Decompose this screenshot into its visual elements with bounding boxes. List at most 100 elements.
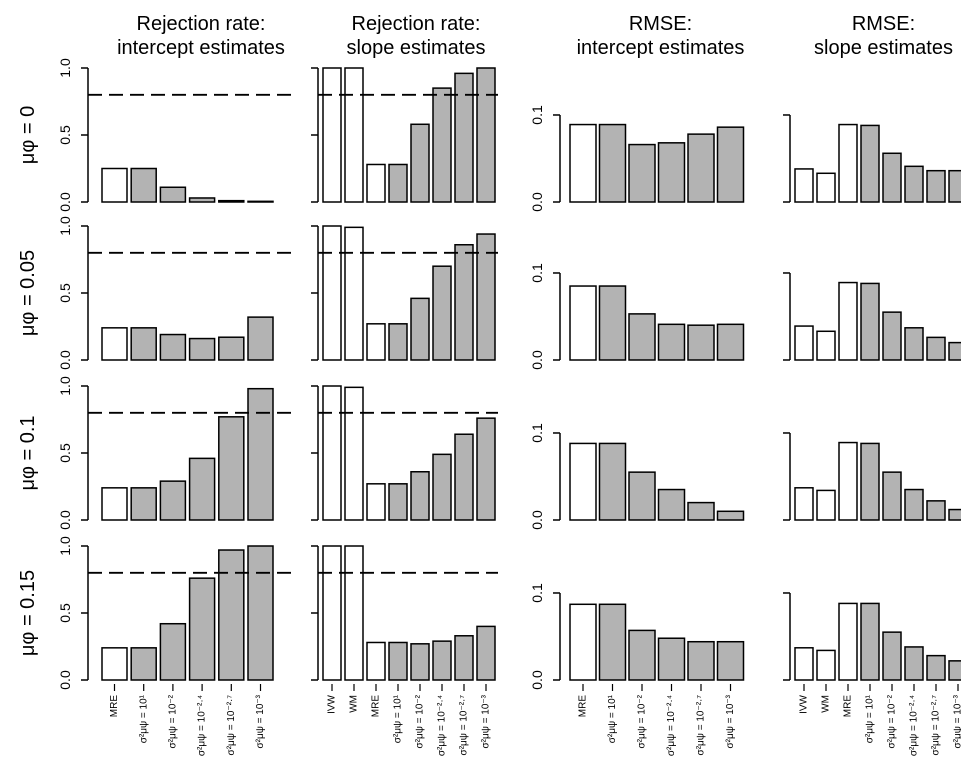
bar <box>432 87 452 203</box>
y-tick-label: 0.0 <box>57 510 73 530</box>
x-tick-label: MRE <box>578 695 589 718</box>
bar <box>716 510 745 521</box>
bar <box>159 186 187 203</box>
bar <box>410 123 430 203</box>
bar <box>366 641 386 681</box>
x-tick-label: MRE <box>371 695 382 718</box>
x-tick-label: σ²μψ = 10⁻²·⁷ <box>931 695 942 756</box>
bar <box>904 327 924 361</box>
bar <box>816 649 836 681</box>
bar <box>569 123 597 203</box>
column-title: intercept estimates <box>577 37 745 59</box>
bar <box>794 168 814 203</box>
bar <box>838 281 858 361</box>
bar <box>860 124 880 203</box>
bar <box>388 323 408 361</box>
bar <box>926 654 946 681</box>
y-tick-label: 0.5 <box>57 283 73 303</box>
bar <box>794 647 814 681</box>
bar <box>926 500 946 521</box>
x-tick-label: σ²μψ = 10⁻³ <box>953 694 961 748</box>
row-label: μφ = 0.05 <box>17 250 39 336</box>
y-tick-label: 1.0 <box>57 376 73 396</box>
bar <box>860 282 880 361</box>
bar <box>948 169 961 203</box>
bar <box>188 337 216 361</box>
x-tick-label: σ²μψ = 10⁻²·⁴ <box>437 695 448 756</box>
x-tick-label: σ²μψ = 10⁻²·⁴ <box>666 695 677 756</box>
bar <box>598 442 627 521</box>
bar <box>838 441 858 521</box>
y-tick-label: 1.0 <box>57 58 73 78</box>
bar <box>218 416 245 521</box>
bar <box>410 643 430 681</box>
bar <box>657 637 686 681</box>
bar <box>130 327 157 361</box>
bar <box>926 169 946 203</box>
bar <box>882 471 902 521</box>
bar <box>247 316 274 361</box>
bar <box>410 297 430 361</box>
bar <box>101 487 128 521</box>
bar <box>432 640 452 681</box>
bar <box>716 640 745 681</box>
bar <box>838 123 858 203</box>
bar <box>794 325 814 361</box>
column-title: RMSE: <box>629 13 692 35</box>
bar <box>628 313 656 361</box>
bar <box>657 488 686 521</box>
row-label: μφ = 0 <box>17 106 39 164</box>
y-tick-label: 0.0 <box>529 192 545 212</box>
bar <box>716 126 745 203</box>
bar <box>159 333 187 361</box>
bar <box>687 501 715 521</box>
bar <box>388 641 408 681</box>
x-tick-label: σ²μψ = 10¹ <box>393 694 404 743</box>
bar <box>569 603 597 681</box>
bar <box>344 67 364 203</box>
y-tick-label: 0.5 <box>57 125 73 145</box>
bar <box>657 323 686 361</box>
bar <box>716 323 745 361</box>
bar <box>598 603 627 681</box>
bar <box>816 489 836 521</box>
x-tick-label: σ²μψ = 10⁻²·⁴ <box>197 695 208 756</box>
column-title: slope estimates <box>347 37 486 59</box>
x-tick-label: WM <box>821 695 832 713</box>
x-tick-label: σ²μψ = 10⁻²·⁷ <box>459 695 470 756</box>
bar <box>598 123 627 203</box>
bar <box>322 385 342 521</box>
bar <box>247 387 274 521</box>
bar <box>159 622 187 681</box>
bar <box>454 635 474 681</box>
bar <box>904 646 924 681</box>
bar <box>904 488 924 521</box>
y-tick-label: 0.5 <box>57 443 73 463</box>
bar <box>188 577 216 681</box>
bar <box>101 647 128 681</box>
y-tick-label: 0.0 <box>57 350 73 370</box>
bar <box>247 545 274 681</box>
bar <box>628 143 656 203</box>
bar <box>322 67 342 203</box>
bar <box>432 453 452 521</box>
y-tick-label: 0.5 <box>57 603 73 623</box>
bar <box>948 508 961 521</box>
bar <box>188 197 216 203</box>
bar <box>882 631 902 681</box>
x-tick-label: σ²μψ = 10¹ <box>607 694 618 743</box>
bar <box>322 545 342 681</box>
bar <box>344 386 364 521</box>
bar <box>247 200 274 203</box>
bar <box>344 545 364 681</box>
bar <box>628 471 656 521</box>
x-tick-label: MRE <box>109 695 120 718</box>
bar <box>476 417 496 521</box>
bar <box>432 265 452 361</box>
y-tick-label: 0.0 <box>529 510 545 530</box>
bar <box>476 67 496 203</box>
bar <box>130 647 157 681</box>
x-tick-label: σ²μψ = 10⁻²·⁴ <box>909 695 920 756</box>
x-tick-label: WM <box>349 695 360 713</box>
